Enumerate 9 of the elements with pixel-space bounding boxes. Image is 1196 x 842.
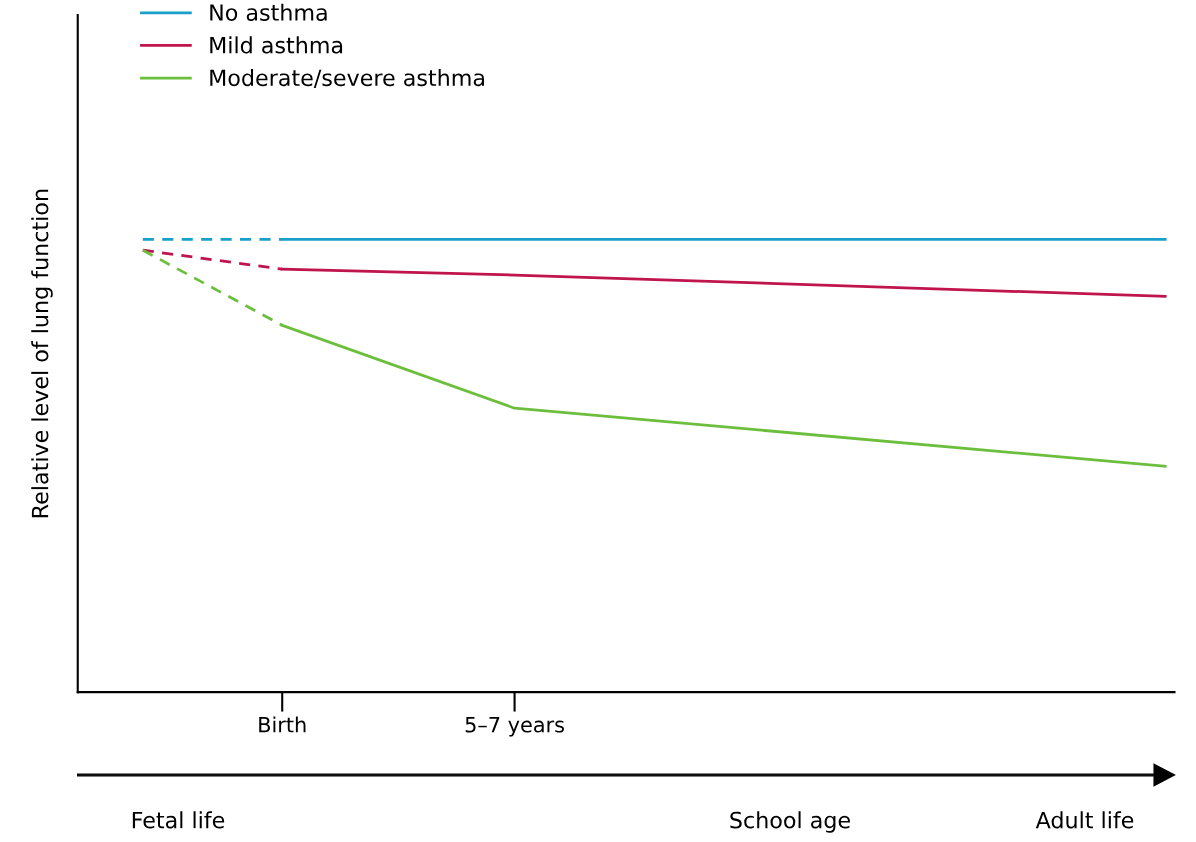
legend-label: Mild asthma	[210, 36, 343, 54]
x-tick-label: Birth	[259, 716, 306, 733]
y-axis-title: Relative level of lung function	[31, 189, 53, 518]
legend-label: No asthma	[210, 3, 327, 21]
text: School age	[730, 811, 850, 833]
text: Fetal life	[132, 811, 225, 829]
x-tick-label: 5–7 years	[465, 717, 564, 737]
text: Adult life	[1035, 811, 1134, 829]
legend-label: Moderate/severe asthma	[210, 68, 484, 88]
